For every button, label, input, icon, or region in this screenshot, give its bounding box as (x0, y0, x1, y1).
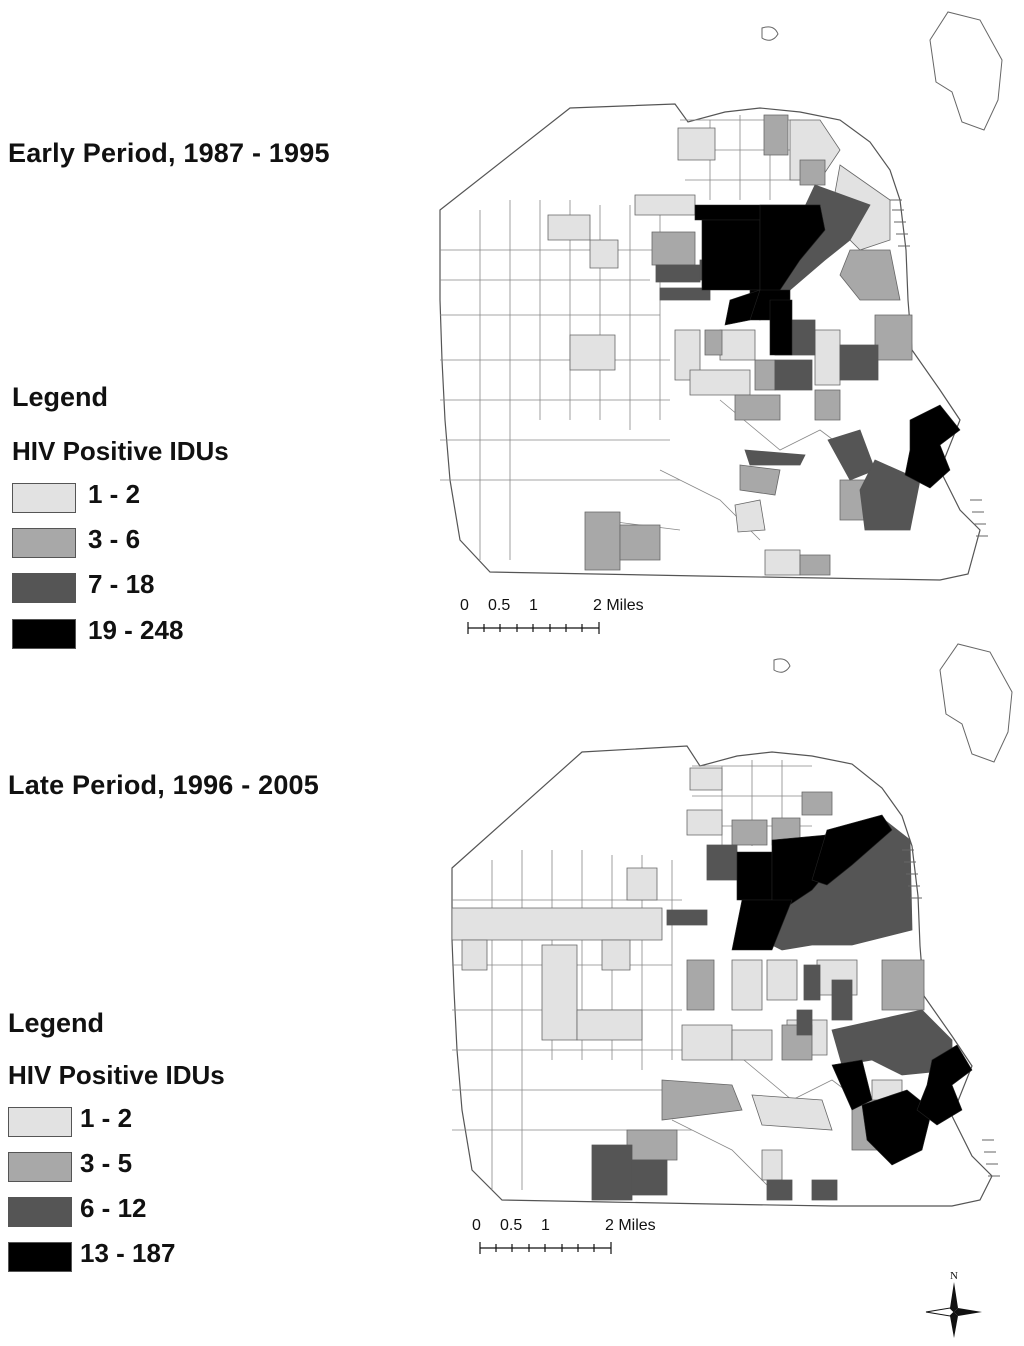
scale-label: 0.5 (488, 597, 510, 614)
legend-swatch (8, 1152, 72, 1182)
legend-swatch (8, 1107, 72, 1137)
legend-swatch (12, 483, 76, 513)
legend-label: 3 - 6 (88, 524, 141, 554)
map-title-early: Early Period, 1987 - 1995 (8, 138, 330, 168)
north-label: N (950, 1270, 958, 1282)
legend-label: 6 - 12 (80, 1193, 147, 1223)
map-panel-early: Early Period, 1987 - 1995 Legend HIV Pos… (0, 0, 1024, 665)
legend-label: 1 - 2 (88, 479, 141, 509)
legend-label: 3 - 5 (80, 1148, 133, 1178)
scale-label: 0 (472, 1217, 481, 1234)
scale-label: 1 (529, 597, 538, 614)
scale-bar-early: 0 0.5 1 2 Miles (460, 597, 644, 634)
legend-label: 13 - 187 (80, 1238, 176, 1268)
scale-label: 1 (541, 1217, 550, 1234)
choropleth-map-late (451, 643, 1013, 1207)
legend-swatch (12, 573, 76, 603)
legend-label: 1 - 2 (80, 1103, 133, 1133)
legend-heading-late: Legend (8, 1008, 105, 1038)
scale-label: 0 (460, 597, 469, 614)
scale-label: 0.5 (500, 1217, 522, 1234)
legend-swatch (8, 1242, 72, 1272)
north-arrow-icon: N (925, 1270, 982, 1338)
legend-label: 19 - 248 (88, 615, 184, 645)
legend-heading-early: Legend (12, 382, 109, 412)
scale-label: 2 Miles (593, 597, 644, 614)
legend-subheading-early: HIV Positive IDUs (12, 436, 229, 466)
choropleth-map-early (439, 11, 1003, 581)
map-panel-late: Late Period, 1996 - 2005 Legend HIV Posi… (0, 620, 1024, 1346)
scale-label: 2 Miles (605, 1217, 656, 1234)
legend-subheading-late: HIV Positive IDUs (8, 1060, 225, 1090)
scale-bar-late: 0 0.5 1 2 Miles (472, 1217, 656, 1254)
map-title-late: Late Period, 1996 - 2005 (8, 770, 319, 800)
legend-swatch (12, 528, 76, 558)
legend-swatch (8, 1197, 72, 1227)
legend-label: 7 - 18 (88, 569, 155, 599)
legend-swatch (12, 619, 76, 649)
